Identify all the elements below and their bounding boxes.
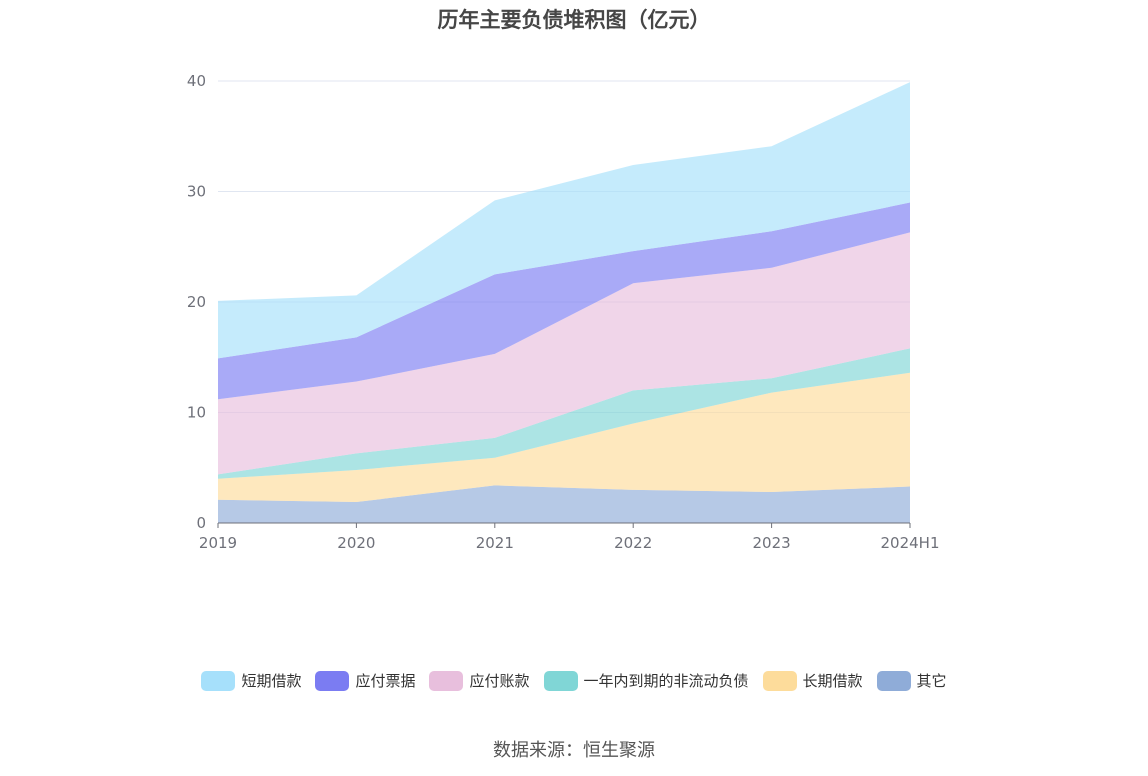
legend-item[interactable]: 其它 — [876, 670, 947, 691]
y-tick-label: 10 — [187, 404, 206, 422]
axes: 0 10 20 30 40 2019 2020 2021 2022 2023 2024H1 — [187, 72, 940, 552]
legend-swatch — [429, 670, 464, 691]
area-应付账款 — [218, 232, 910, 475]
legend-label: 短期借款 — [241, 672, 302, 690]
x-tick-label: 2019 — [199, 534, 237, 552]
data-source: 数据来源：恒生聚源 — [493, 740, 655, 761]
x-tick-label: 2022 — [614, 534, 652, 552]
x-tick-label: 2021 — [476, 534, 514, 552]
legend-swatch — [543, 670, 578, 691]
legend-item[interactable]: 应付票据 — [315, 670, 415, 691]
legend: 短期借款 应付票据 应付账款 一年内到期的非流动负债 长期借款 其它 — [0, 670, 1148, 691]
stacked-area-chart: 0 10 20 30 40 2019 2020 2021 2022 2023 2024H1 — [187, 72, 940, 552]
area-短期借款 — [218, 82, 910, 359]
legend-swatch — [315, 670, 350, 691]
x-tick-label: 2020 — [337, 534, 375, 552]
legend-swatch — [201, 670, 236, 691]
legend-item[interactable]: 长期借款 — [762, 670, 863, 691]
legend-label: 长期借款 — [802, 672, 863, 690]
area-应付票据 — [218, 202, 910, 400]
area-series — [218, 82, 910, 523]
area-其它 — [218, 485, 910, 523]
legend-label: 其它 — [916, 672, 947, 690]
y-tick-label: 0 — [196, 514, 206, 532]
area-一年内到期的非流动负债 — [218, 348, 910, 479]
legend-item[interactable]: 一年内到期的非流动负债 — [543, 670, 749, 691]
legend-label: 应付账款 — [469, 672, 530, 690]
area-长期借款 — [218, 372, 910, 503]
legend-item[interactable]: 短期借款 — [201, 670, 301, 691]
legend-swatch — [762, 670, 797, 691]
y-tick-label: 40 — [187, 72, 206, 90]
legend-label: 一年内到期的非流动负债 — [583, 672, 749, 690]
chart-title: 历年主要负债堆积图（亿元） — [437, 8, 711, 32]
legend-swatch — [876, 670, 911, 691]
legend-label: 应付票据 — [355, 672, 416, 690]
y-tick-label: 30 — [187, 183, 206, 201]
y-tick-label: 20 — [187, 293, 206, 311]
legend-item[interactable]: 应付账款 — [429, 670, 530, 691]
x-tick-label: 2023 — [753, 534, 791, 552]
x-tick-label: 2024H1 — [881, 534, 940, 552]
